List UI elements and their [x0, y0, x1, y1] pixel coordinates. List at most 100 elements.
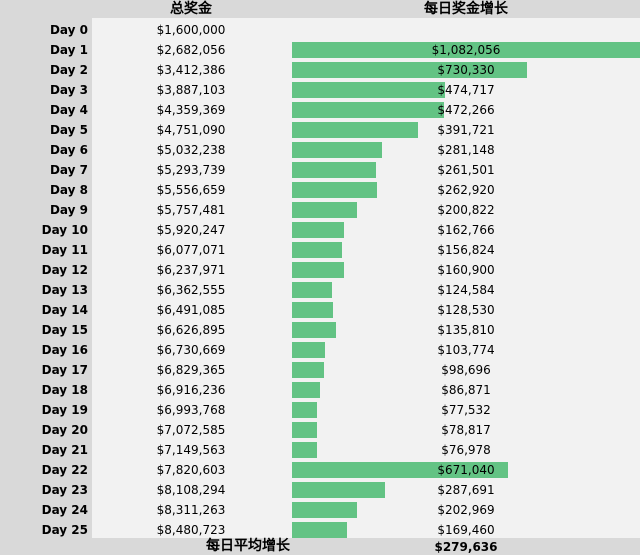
table-row: Day 11 $6,077,071 $156,824 — [0, 240, 640, 260]
total-prize-value: $4,751,090 — [156, 123, 226, 137]
table-row: Day 12 $6,237,971 $160,900 — [0, 260, 640, 280]
increase-bar — [292, 102, 444, 118]
footer-band — [0, 538, 640, 555]
increase-bar — [292, 42, 640, 58]
table-row: Day 17 $6,829,365 $98,696 — [0, 360, 640, 380]
increase-bar — [292, 442, 317, 458]
increase-bar — [292, 482, 385, 498]
increase-label: $474,717 — [437, 83, 495, 97]
total-prize-value: $6,077,071 — [156, 243, 226, 257]
day-label: Day 22 — [41, 463, 88, 477]
header-band — [0, 0, 640, 18]
increase-label: $472,266 — [437, 103, 495, 117]
increase-bar — [292, 242, 342, 258]
increase-label: $77,532 — [441, 403, 491, 417]
total-prize-value: $8,311,263 — [156, 503, 226, 517]
increase-label: $135,810 — [437, 323, 495, 337]
increase-bar — [292, 142, 382, 158]
increase-bar — [292, 362, 324, 378]
increase-label: $730,330 — [437, 63, 495, 77]
increase-label: $162,766 — [437, 223, 495, 237]
day-label: Day 1 — [49, 43, 88, 57]
average-increase-label: 每日平均增长 — [206, 538, 290, 554]
table-row: Day 8 $5,556,659 $262,920 — [0, 180, 640, 200]
increase-bar — [292, 342, 325, 358]
table-row: Day 6 $5,032,238 $281,148 — [0, 140, 640, 160]
day-column-band — [0, 0, 92, 555]
total-prize-value: $5,032,238 — [156, 143, 226, 157]
increase-label: $169,460 — [437, 523, 495, 537]
table-row: Day 2 $3,412,386 $730,330 — [0, 60, 640, 80]
day-label: Day 13 — [41, 283, 88, 297]
table-row: Day 19 $6,993,768 $77,532 — [0, 400, 640, 420]
increase-label: $200,822 — [437, 203, 495, 217]
increase-bar — [292, 82, 445, 98]
total-prize-value: $1,600,000 — [156, 23, 226, 37]
day-label: Day 21 — [41, 443, 88, 457]
table-row: Day 25 $8,480,723 $169,460 — [0, 520, 640, 540]
day-label: Day 9 — [49, 203, 88, 217]
total-prize-value: $3,887,103 — [156, 83, 226, 97]
increase-bar — [292, 382, 320, 398]
table-row: Day 15 $6,626,895 $135,810 — [0, 320, 640, 340]
table-row: Day 7 $5,293,739 $261,501 — [0, 160, 640, 180]
table-row: Day 10 $5,920,247 $162,766 — [0, 220, 640, 240]
total-prize-value: $8,108,294 — [156, 483, 226, 497]
day-label: Day 3 — [49, 83, 88, 97]
day-label: Day 19 — [41, 403, 88, 417]
increase-bar — [292, 202, 357, 218]
day-label: Day 18 — [41, 383, 88, 397]
day-label: Day 7 — [49, 163, 88, 177]
increase-label: $1,082,056 — [431, 43, 501, 57]
average-increase-value: $279,636 — [434, 540, 498, 554]
increase-bar — [292, 122, 418, 138]
day-label: Day 11 — [41, 243, 88, 257]
day-label: Day 6 — [49, 143, 88, 157]
increase-bar — [292, 322, 336, 338]
day-label: Day 0 — [49, 23, 88, 37]
total-prize-value: $6,730,669 — [156, 343, 226, 357]
total-prize-header: 总奖金 — [170, 1, 212, 17]
increase-label: $281,148 — [437, 143, 495, 157]
total-prize-value: $4,359,369 — [156, 103, 226, 117]
table-row: Day 18 $6,916,236 $86,871 — [0, 380, 640, 400]
table-row: Day 0 $1,600,000 — [0, 20, 640, 40]
day-label: Day 25 — [41, 523, 88, 537]
total-prize-value: $7,072,585 — [156, 423, 226, 437]
table-row: Day 9 $5,757,481 $200,822 — [0, 200, 640, 220]
table-row: Day 4 $4,359,369 $472,266 — [0, 100, 640, 120]
day-label: Day 14 — [41, 303, 88, 317]
increase-bar — [292, 182, 377, 198]
day-label: Day 5 — [49, 123, 88, 137]
day-label: Day 12 — [41, 263, 88, 277]
table-row: Day 14 $6,491,085 $128,530 — [0, 300, 640, 320]
increase-bar — [292, 302, 333, 318]
total-prize-value: $5,556,659 — [156, 183, 226, 197]
table-row: Day 21 $7,149,563 $76,978 — [0, 440, 640, 460]
total-prize-value: $6,491,085 — [156, 303, 226, 317]
increase-label: $86,871 — [441, 383, 491, 397]
table-row: Day 22 $7,820,603 $671,040 — [0, 460, 640, 480]
increase-bar — [292, 522, 347, 538]
increase-label: $78,817 — [441, 423, 491, 437]
increase-bar — [292, 222, 344, 238]
total-prize-value: $6,237,971 — [156, 263, 226, 277]
table-row: Day 5 $4,751,090 $391,721 — [0, 120, 640, 140]
total-prize-value: $5,920,247 — [156, 223, 226, 237]
increase-label: $103,774 — [437, 343, 495, 357]
increase-bar — [292, 402, 317, 418]
increase-bar — [292, 422, 317, 438]
increase-bar — [292, 62, 527, 78]
day-label: Day 17 — [41, 363, 88, 377]
day-label: Day 15 — [41, 323, 88, 337]
day-label: Day 16 — [41, 343, 88, 357]
total-prize-value: $8,480,723 — [156, 523, 226, 537]
increase-label: $128,530 — [437, 303, 495, 317]
increase-label: $76,978 — [441, 443, 491, 457]
day-label: Day 8 — [49, 183, 88, 197]
total-prize-value: $6,626,895 — [156, 323, 226, 337]
total-prize-value: $7,820,603 — [156, 463, 226, 477]
total-prize-value: $7,149,563 — [156, 443, 226, 457]
increase-label: $124,584 — [437, 283, 495, 297]
increase-label: $202,969 — [437, 503, 495, 517]
